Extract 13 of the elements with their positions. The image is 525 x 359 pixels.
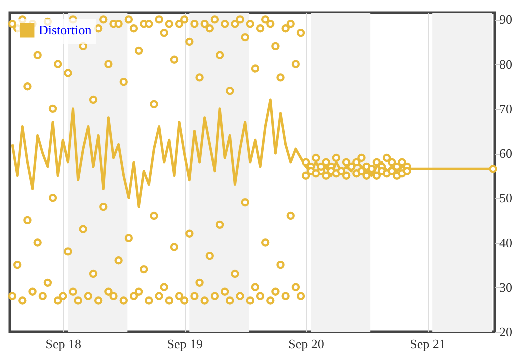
y-tick-label: 60: [500, 146, 512, 162]
y-tick-label: 40: [500, 235, 512, 250]
x-tick-label: Sep 21: [410, 336, 446, 352]
x-tick-label: Sep 18: [46, 336, 82, 352]
y-tick-label: 80: [500, 56, 512, 72]
legend-label: Distortion: [39, 22, 92, 38]
y-tick-label: 50: [500, 190, 512, 206]
x-tick-label: Sep 20: [288, 336, 324, 352]
y-tick-label: 20: [500, 324, 512, 340]
y-tick-label: 70: [500, 101, 512, 116]
x-tick-label: Sep 19: [167, 336, 203, 352]
y-tick-label: 30: [500, 280, 512, 295]
y-tick-label: 90: [500, 12, 512, 28]
